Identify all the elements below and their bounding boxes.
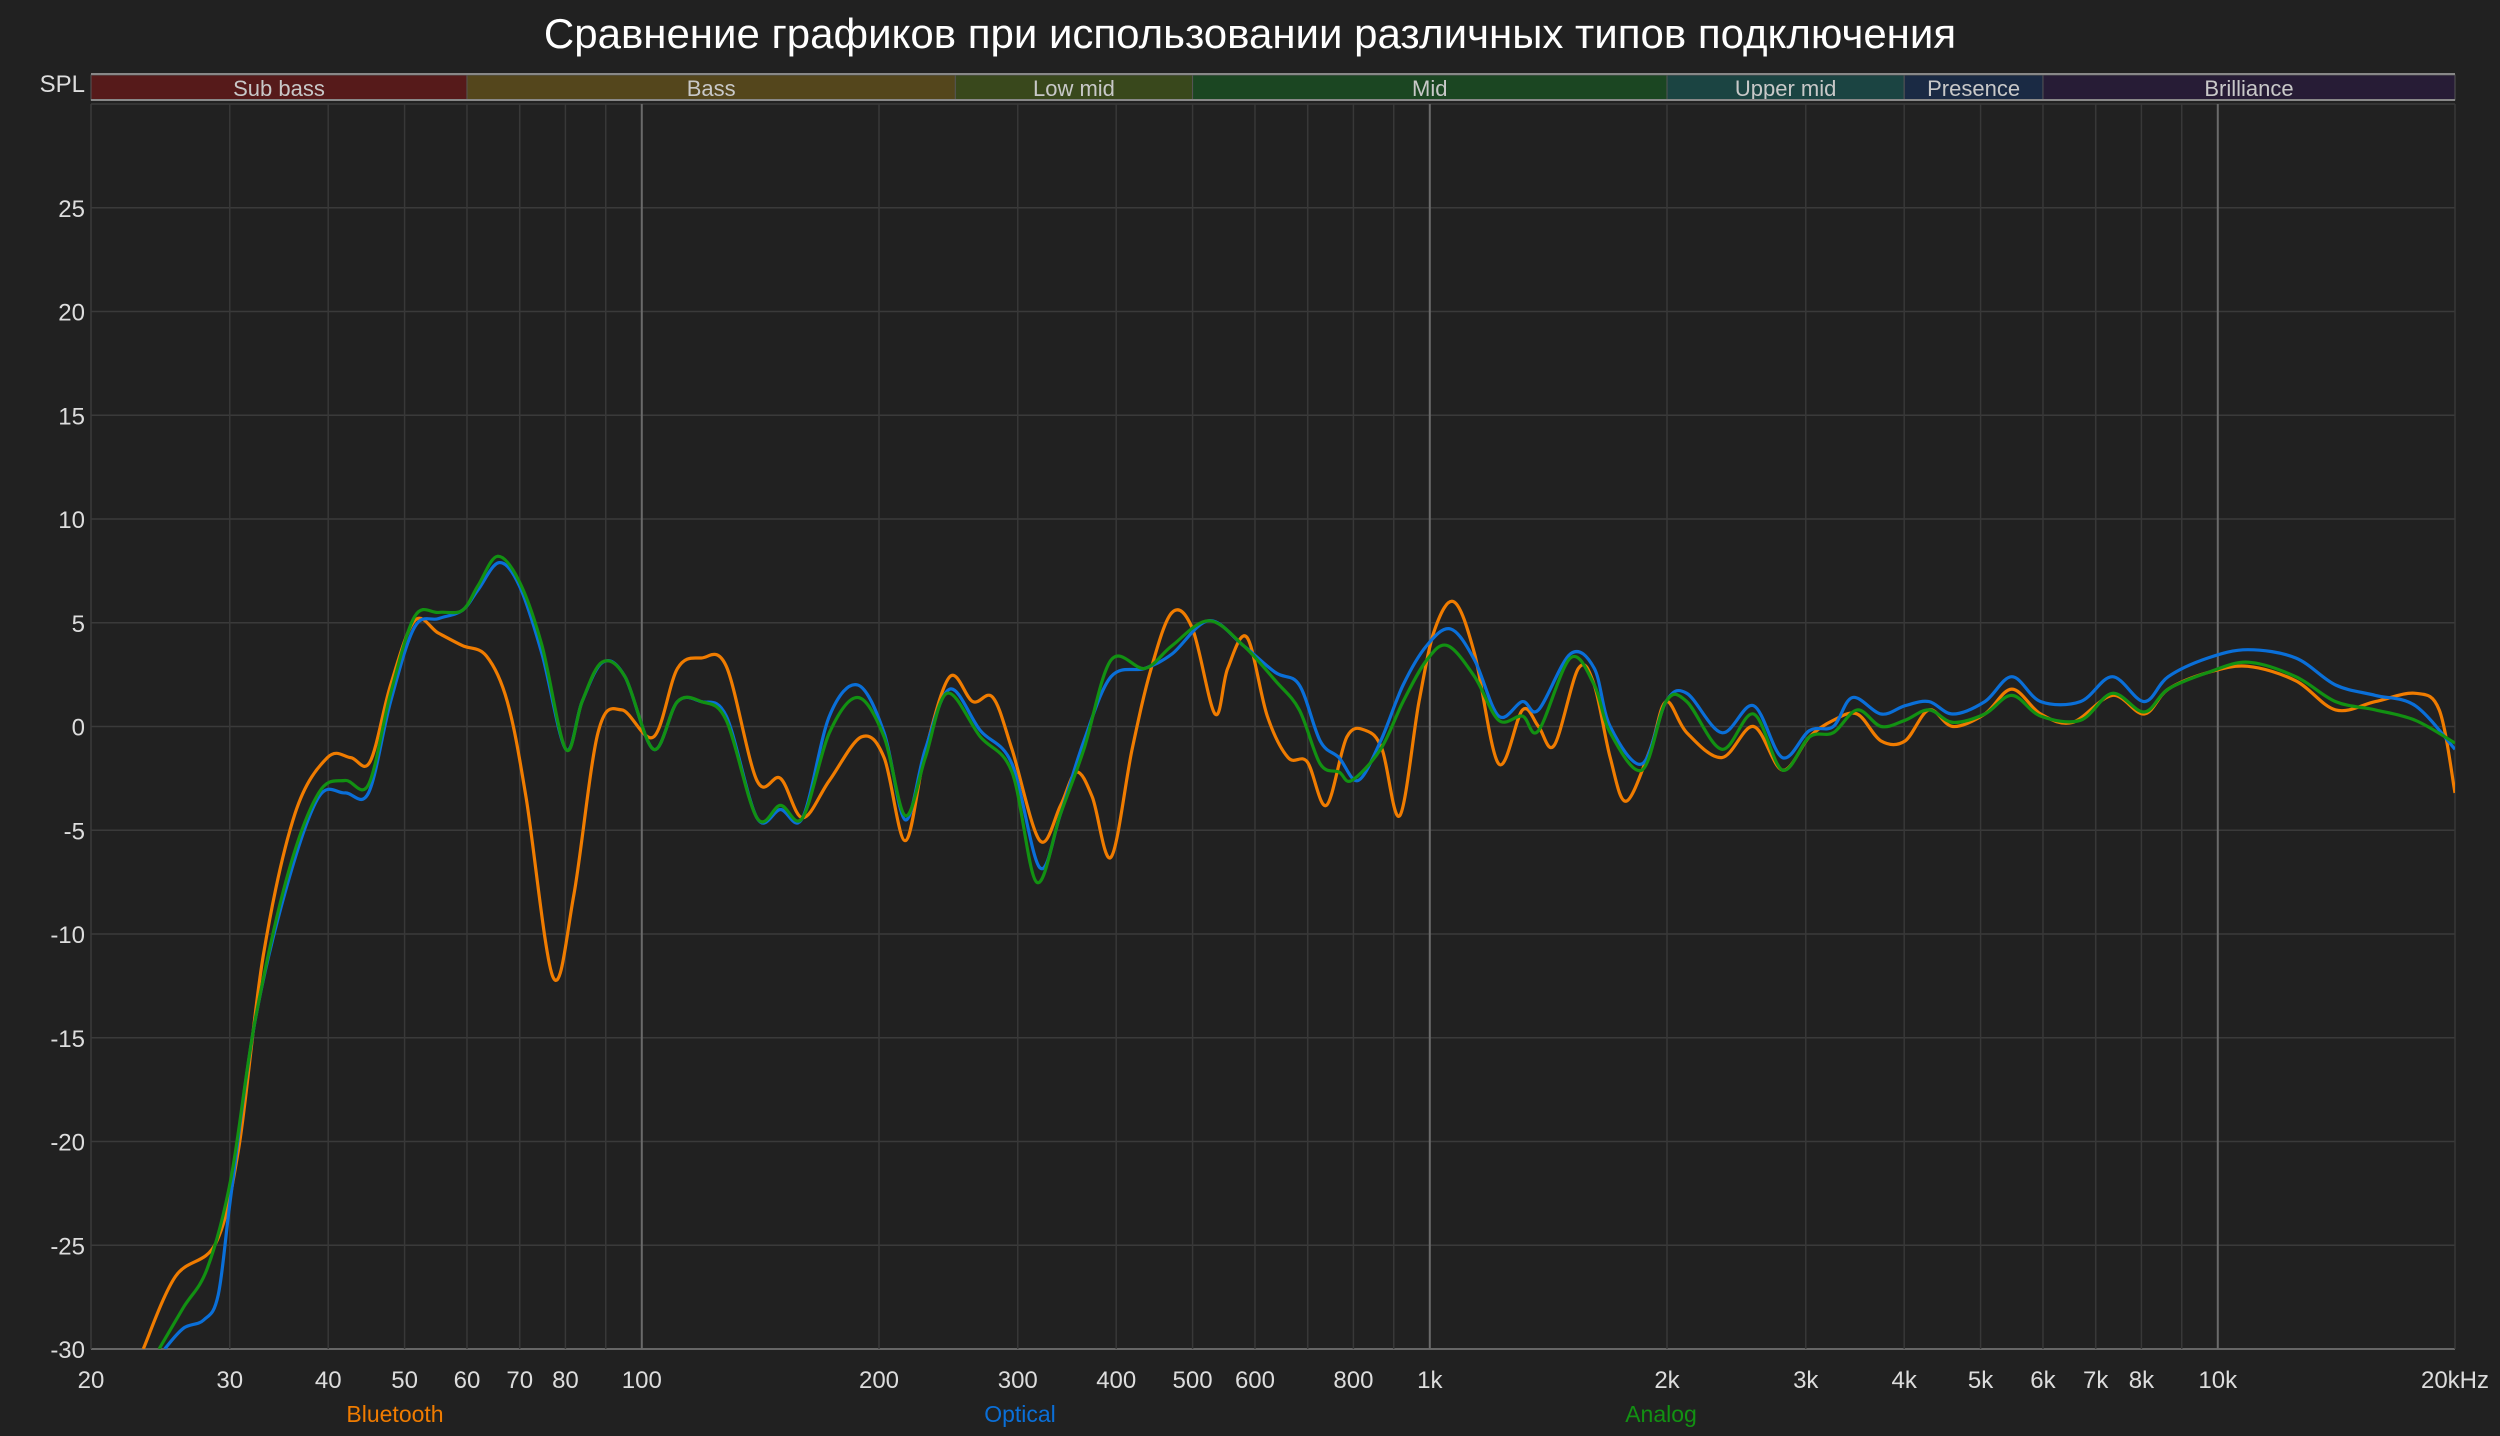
x-tick-label: 1k	[1417, 1367, 1443, 1394]
y-axis-label: SPL	[40, 71, 85, 98]
x-tick-label: 70	[506, 1367, 533, 1394]
y-tick-label: 10	[58, 507, 85, 534]
band-sub-bass	[90, 74, 468, 101]
x-tick-label: 20	[78, 1367, 105, 1394]
x-tick-label: 40	[315, 1367, 342, 1394]
x-tick-label: 80	[552, 1367, 579, 1394]
x-tick-label: 800	[1333, 1367, 1373, 1394]
band-label: Sub bass	[233, 76, 325, 101]
x-tick-label: 400	[1096, 1367, 1136, 1394]
y-tick-label: 5	[72, 611, 85, 638]
y-tick-label: 20	[58, 300, 85, 327]
y-tick-label: -10	[50, 922, 85, 949]
x-tick-label: 5k	[1968, 1367, 1994, 1394]
band-low-mid	[954, 74, 1194, 101]
series-line-analog	[157, 554, 2455, 1349]
x-tick-label: 7k	[2083, 1367, 2109, 1394]
y-tick-label: -15	[50, 1026, 85, 1053]
band-label: Presence	[1927, 76, 2020, 101]
band-label: Bass	[687, 76, 736, 101]
x-tick-label: 4k	[1892, 1367, 1918, 1394]
x-tick-label: 60	[454, 1367, 481, 1394]
band-label: Mid	[1412, 76, 1447, 101]
legend-entry-bluetooth: Bluetooth	[346, 1401, 443, 1427]
y-tick-label: 0	[72, 715, 85, 742]
x-tick-label: 50	[391, 1367, 418, 1394]
x-tick-label: 500	[1173, 1367, 1213, 1394]
legend-entry-analog: Analog	[1625, 1401, 1697, 1427]
band-brilliance	[2042, 74, 2456, 101]
series-line-optical	[163, 561, 2455, 1349]
band-label: Upper mid	[1735, 76, 1836, 101]
y-tick-label: -30	[50, 1337, 85, 1364]
x-tick-label: 6k	[2030, 1367, 2056, 1394]
y-tick-label: 15	[58, 403, 85, 430]
x-tick-label: 2k	[1654, 1367, 1680, 1394]
x-tick-label: 300	[998, 1367, 1038, 1394]
legend-entry-optical: Optical	[984, 1401, 1056, 1427]
y-tick-label: -20	[50, 1130, 85, 1157]
x-tick-label: 3k	[1793, 1367, 1819, 1394]
x-tick-label: 8k	[2129, 1367, 2155, 1394]
chart-title: Сравнение графиков при использовании раз…	[543, 10, 1957, 57]
y-tick-label: -5	[64, 818, 85, 845]
x-tick-label: 100	[622, 1367, 662, 1394]
x-tick-label: 600	[1235, 1367, 1275, 1394]
x-tick-label: 10k	[2198, 1367, 2238, 1394]
band-label: Low mid	[1033, 76, 1115, 101]
y-tick-label: -25	[50, 1233, 85, 1260]
x-tick-label: 30	[216, 1367, 243, 1394]
x-tick-label: 200	[859, 1367, 899, 1394]
x-tick-label: 20kHz	[2421, 1367, 2489, 1394]
y-tick-label: 25	[58, 196, 85, 223]
series-line-bluetooth	[141, 599, 2455, 1349]
series-group	[141, 554, 2455, 1349]
band-label: Brilliance	[2204, 76, 2293, 101]
